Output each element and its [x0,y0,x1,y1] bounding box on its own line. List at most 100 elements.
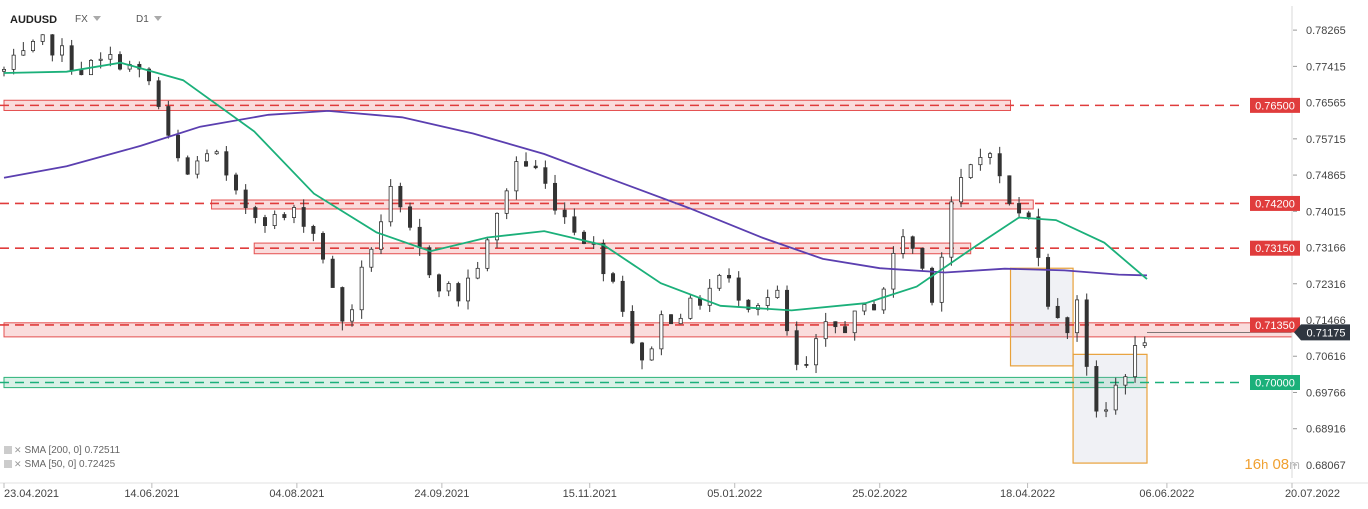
candle-body [794,330,799,365]
indicator-label: SMA [50, 0] [24,459,77,470]
candle-body [852,310,857,334]
candle-body [746,299,751,310]
candle-body [601,242,606,275]
candle-body [514,161,519,192]
candle-body [649,348,654,361]
indicator-legend-sma200[interactable]: ✕ SMA [200, 0] 0.72511 [4,445,120,456]
candle-body [388,185,393,223]
candle-body [21,50,26,56]
price-level-tag: 0.73150 [1250,240,1300,256]
candle-body [1123,376,1128,386]
y-tick-label: 0.78265 [1306,25,1346,37]
candle-body [640,342,645,361]
candle-body [997,153,1002,177]
candle-body [379,221,384,250]
candle-body [475,267,480,279]
candle-body [224,151,229,176]
tag-background [1294,324,1350,341]
y-tick-label: 0.73166 [1306,243,1346,255]
countdown-minutes-unit: m [1289,457,1300,472]
candle-countdown: 16h 08m [1244,456,1300,473]
chevron-down-icon [153,16,162,21]
candle-body [214,151,219,155]
candle-body [1075,299,1080,334]
candle-body [1084,299,1089,367]
close-icon[interactable]: ✕ [14,459,22,469]
candle-body [205,153,210,162]
tag-background [1250,97,1300,113]
candle-body [630,311,635,344]
candle-body [185,157,190,175]
candle-body [1017,203,1022,214]
symbol-label: AUDUSD [10,14,58,26]
candle-body [40,34,45,42]
candle-body [1104,409,1109,412]
indicator-legend-sma50[interactable]: ✕ SMA [50, 0] 0.72425 [4,459,115,470]
y-tick-label: 0.77415 [1306,61,1346,73]
x-tick-label: 04.08.2021 [269,488,324,500]
candle-body [485,239,490,269]
candle-body [417,226,422,249]
timeframe-selector[interactable]: D1 [136,14,162,25]
candle-body [1046,257,1051,307]
candle-body [1142,342,1147,346]
price-zones [3,99,1293,389]
settings-icon[interactable] [4,460,12,468]
candle-body [843,326,848,334]
candle-body [543,167,548,184]
candle-body [891,253,896,290]
candle-body [669,314,674,325]
x-tick-label: 05.01.2022 [707,488,762,500]
candle-body [1094,366,1099,412]
candle-body [69,45,74,71]
y-tick-label: 0.69766 [1306,387,1346,399]
candle-body [466,277,471,302]
x-tick-label: 20.07.2022 [1285,488,1340,500]
candle-body [727,274,732,279]
y-tick-label: 0.68916 [1306,424,1346,436]
candle-body [292,207,297,218]
price-tags: 0.76500 0.74200 0.73150 0.71350 0.70000 0.711… [1250,97,1350,390]
resistance-zone [211,199,1034,210]
tag-label: 0.71350 [1255,320,1295,332]
y-tick-label: 0.70616 [1306,351,1346,363]
indicator-value: 0.72511 [84,445,120,456]
candle-body [321,233,326,260]
candle-body [263,217,268,226]
candle-body [118,54,123,70]
tag-background [1250,240,1300,256]
candle-body [340,287,345,322]
candle-body [678,317,683,325]
settings-icon[interactable] [4,446,12,454]
market-selector[interactable]: FX [75,14,101,25]
candle-body [195,160,200,175]
tag-background [1250,317,1300,333]
candle-body [272,214,277,226]
current-price-tag: 0.71175 [1294,324,1350,341]
tag-label: 0.71175 [1307,327,1346,339]
candle-body [553,182,558,211]
candle-body [620,280,625,312]
candle-body [1065,317,1070,334]
close-icon[interactable]: ✕ [14,445,22,455]
candle-body [359,266,364,311]
candle-body [176,134,181,159]
candle-body [775,289,780,298]
candlesticks [2,34,1147,418]
candle-body [504,190,509,214]
candle-body [717,274,722,289]
candle-body [456,283,461,302]
x-tick-label: 18.04.2022 [1000,488,1055,500]
candle-body [1113,384,1118,411]
candle-body [968,164,973,179]
candle-body [823,321,828,340]
candle-body [833,321,838,328]
x-tick-label: 14.06.2021 [124,488,179,500]
candle-body [398,185,403,208]
candle-body [156,80,161,107]
price-level-lines [0,104,1292,384]
candle-body [2,69,7,72]
resistance-zone [253,242,972,255]
candle-body [350,309,355,322]
